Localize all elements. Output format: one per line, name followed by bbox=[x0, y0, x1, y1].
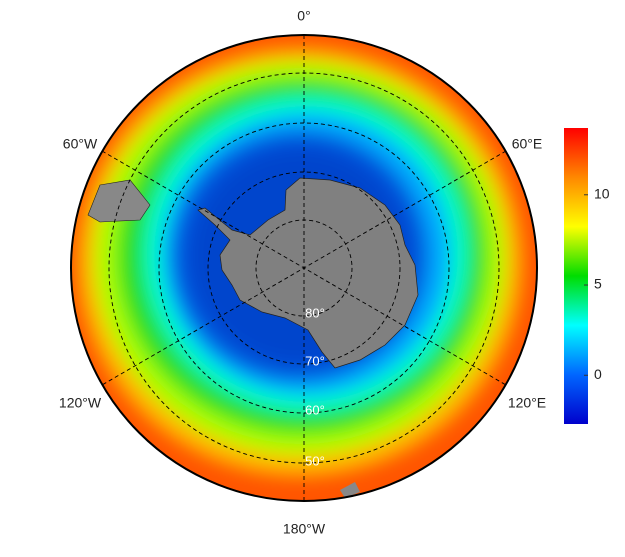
sea-surface-field bbox=[71, 35, 537, 501]
lon-label: 60°E bbox=[512, 136, 543, 152]
antarctica bbox=[197, 177, 419, 369]
graticule bbox=[101, 35, 507, 501]
latitude-labels: 80° 70° 60° 50° bbox=[305, 305, 325, 468]
lon-label: 180°W bbox=[283, 521, 326, 537]
map-border bbox=[70, 34, 538, 502]
colorbar bbox=[564, 128, 588, 424]
lon-label: 120°W bbox=[59, 395, 102, 411]
longitude-labels: 0° 60°E 120°E 180°W 120°W 60°W bbox=[59, 8, 546, 537]
colorbar-tick-label: 10 bbox=[594, 185, 610, 201]
lat-label: 50° bbox=[305, 453, 325, 468]
colorbar-tick-label: 5 bbox=[594, 276, 602, 292]
lat-label: 60° bbox=[305, 402, 325, 417]
lat-label: 70° bbox=[305, 353, 325, 368]
lon-label: 60°W bbox=[63, 136, 98, 152]
colorbar-tick-label: 0 bbox=[594, 366, 602, 382]
lon-label: 120°E bbox=[508, 395, 546, 411]
lat-label: 80° bbox=[305, 305, 325, 320]
lon-label: 0° bbox=[297, 8, 310, 24]
